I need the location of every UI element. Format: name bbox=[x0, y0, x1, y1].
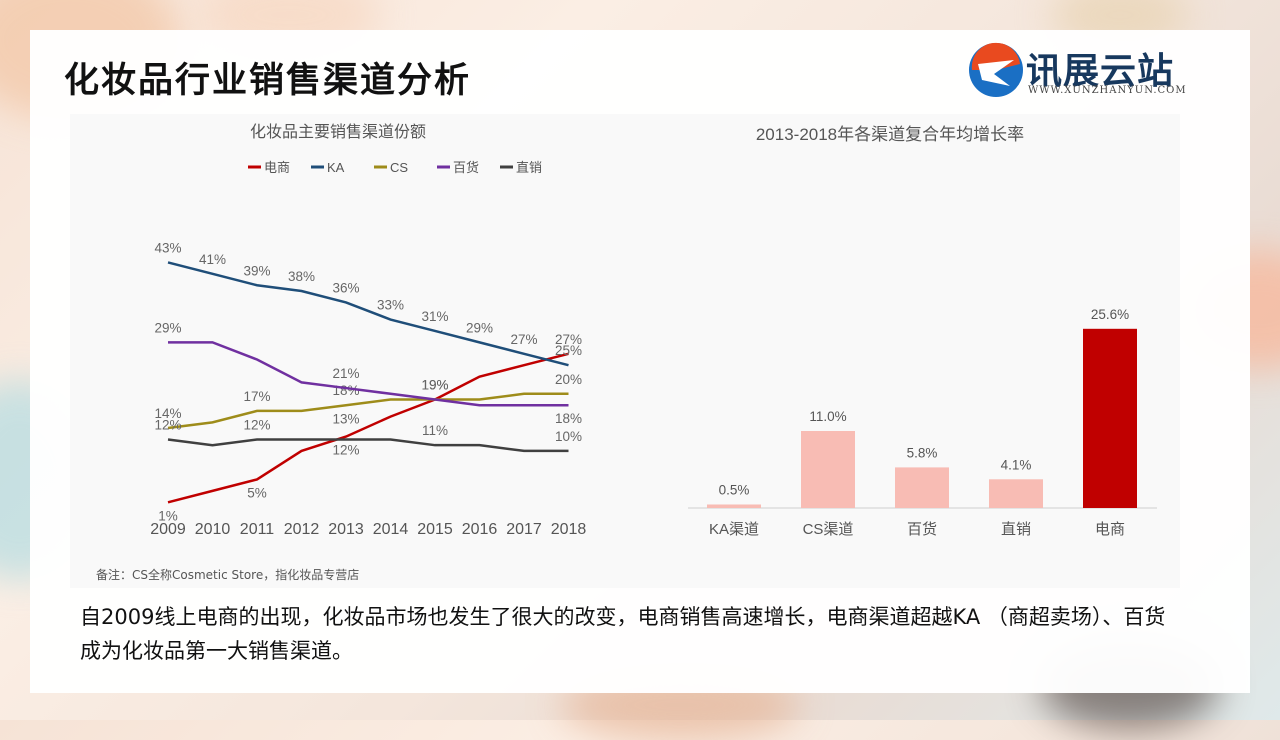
data-label: 25.6% bbox=[1091, 307, 1129, 322]
data-label: 18% bbox=[332, 383, 359, 398]
x-tick-label: 2017 bbox=[506, 521, 542, 538]
chart-footnote: 备注：CS全称Cosmetic Store，指化妆品专营店 bbox=[96, 568, 360, 582]
x-tick-label: KA渠道 bbox=[709, 521, 759, 538]
data-label: 36% bbox=[332, 280, 359, 295]
bar bbox=[801, 431, 855, 508]
legend-label: 电商 bbox=[264, 160, 290, 175]
legend-label: 直销 bbox=[516, 160, 542, 175]
chart-panel bbox=[70, 114, 1180, 588]
series-line bbox=[167, 261, 569, 367]
data-label: 11% bbox=[422, 423, 448, 438]
data-label: 27% bbox=[555, 332, 582, 347]
x-tick-label: 2012 bbox=[284, 521, 320, 538]
x-tick-label: 2016 bbox=[462, 521, 498, 538]
data-label: 0.5% bbox=[719, 483, 750, 498]
data-label: 27% bbox=[510, 332, 537, 347]
x-tick-label: 2009 bbox=[150, 521, 186, 538]
data-label: 38% bbox=[288, 269, 315, 284]
data-label: 21% bbox=[332, 366, 359, 381]
bar bbox=[707, 504, 761, 508]
data-label: 25% bbox=[555, 343, 582, 358]
series-line bbox=[167, 352, 569, 504]
data-label: 29% bbox=[154, 320, 181, 335]
legend-label: CS bbox=[390, 160, 408, 175]
x-tick-label: 2018 bbox=[551, 521, 587, 538]
data-label: 33% bbox=[377, 298, 404, 313]
legend-label: KA bbox=[327, 160, 345, 175]
x-tick-label: 2014 bbox=[373, 521, 409, 538]
data-label: 11.0% bbox=[809, 409, 846, 424]
bar bbox=[895, 467, 949, 508]
data-label: 43% bbox=[154, 240, 181, 255]
data-label: 39% bbox=[243, 263, 270, 278]
data-label: 12% bbox=[243, 417, 270, 432]
series-line bbox=[167, 438, 569, 453]
data-label: 12% bbox=[154, 417, 181, 432]
x-tick-label: CS渠道 bbox=[803, 521, 854, 538]
legend-label: 百货 bbox=[453, 160, 479, 175]
x-tick-label: 2015 bbox=[417, 521, 453, 538]
data-label: 18% bbox=[555, 411, 582, 426]
x-tick-label: 2011 bbox=[240, 521, 275, 538]
logo-url: WWW.XUNZHANYUN.COM bbox=[1028, 85, 1187, 96]
data-label: 17% bbox=[243, 389, 270, 404]
logo-text: 讯展云站 bbox=[1026, 51, 1175, 92]
data-label: 5% bbox=[247, 485, 267, 500]
data-label: 13% bbox=[332, 411, 359, 426]
x-tick-label: 百货 bbox=[907, 521, 937, 538]
bar bbox=[989, 479, 1043, 508]
series-line bbox=[167, 392, 569, 430]
x-tick-label: 直销 bbox=[1001, 521, 1031, 538]
data-label: 41% bbox=[199, 252, 226, 267]
data-label: 19% bbox=[421, 377, 448, 392]
logo-icon bbox=[969, 42, 1023, 97]
series-line bbox=[168, 341, 569, 407]
brand-logo: 讯展云站 WWW.XUNZHANYUN.COM bbox=[966, 40, 1206, 102]
data-label: 29% bbox=[466, 320, 493, 335]
summary-text: 自2009线上电商的出现，化妆品市场也发生了很大的改变，电商销售高速增长，电商渠… bbox=[80, 605, 1166, 663]
data-label: 12% bbox=[332, 443, 359, 458]
bar-chart: 2013-2018年各渠道复合年均增长率 0.5% KA渠道 11.0% CS渠道 5.8… bbox=[688, 125, 1157, 538]
data-label: 5.8% bbox=[907, 445, 938, 460]
data-label: 1% bbox=[158, 508, 178, 523]
page-title: 化妆品行业销售渠道分析 bbox=[64, 61, 472, 101]
data-label: 19% bbox=[421, 377, 448, 392]
x-tick-label: 2010 bbox=[195, 521, 231, 538]
chart-title: 2013-2018年各渠道复合年均增长率 bbox=[756, 125, 1024, 144]
data-label: 10% bbox=[555, 429, 582, 444]
data-label: 14% bbox=[154, 406, 181, 421]
x-tick-label: 2013 bbox=[328, 521, 364, 538]
data-label: 4.1% bbox=[1001, 457, 1032, 472]
bar bbox=[1083, 328, 1137, 508]
data-label: 31% bbox=[421, 309, 448, 324]
x-tick-label: 电商 bbox=[1095, 521, 1125, 538]
data-label: 20% bbox=[555, 372, 582, 387]
chart-title: 化妆品主要销售渠道份额 bbox=[250, 123, 426, 141]
